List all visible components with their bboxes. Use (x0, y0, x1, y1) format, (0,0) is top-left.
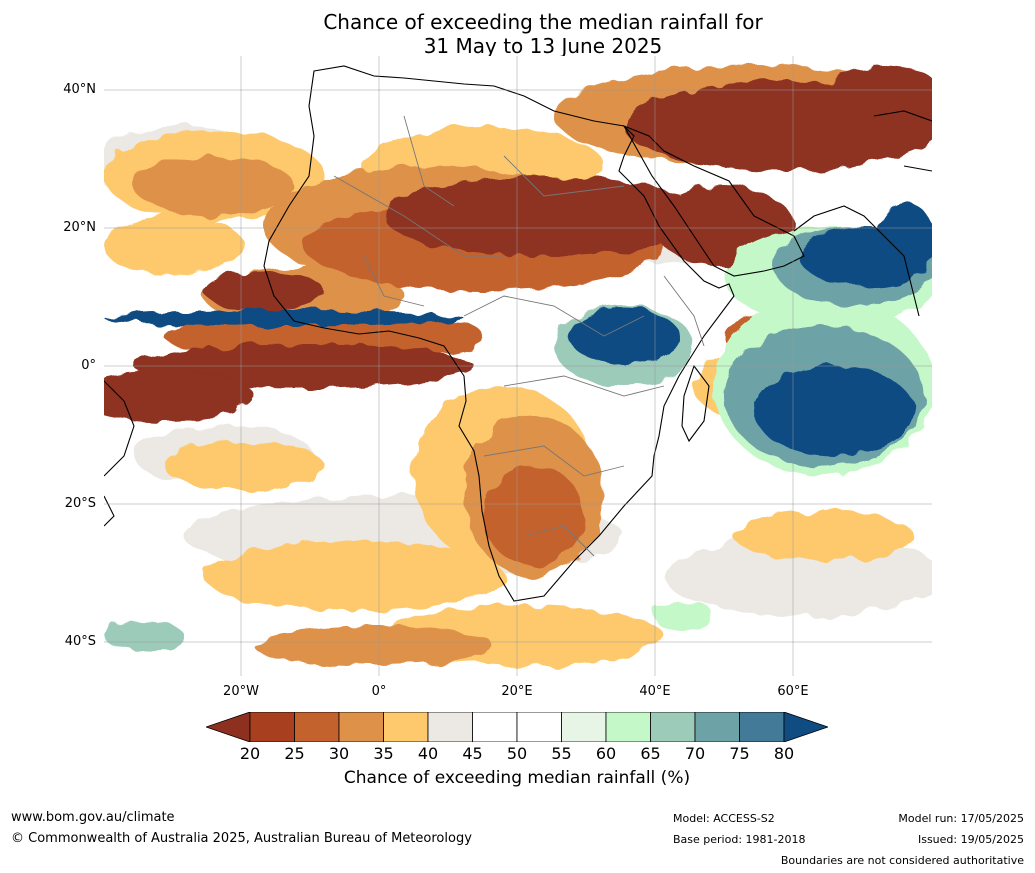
colorbar (204, 711, 830, 743)
colorbar-tick-label: 45 (462, 744, 483, 763)
colorbar-segment (338, 711, 384, 743)
colorbar-segment (249, 711, 295, 743)
rainfall-map (104, 56, 932, 676)
coastline (104, 65, 932, 602)
colorbar-tick-label: 60 (595, 744, 617, 763)
colorbar-tick-label: 20 (239, 744, 261, 763)
colorbar-tick-label: 35 (373, 744, 394, 763)
colorbar-tick-label: 40 (417, 744, 439, 763)
lon-label-0: 0° (371, 684, 387, 699)
title-line-2: 31 May to 13 June 2025 (423, 34, 663, 58)
colorbar-segment (561, 711, 607, 743)
footer-issued: Issued: 19/05/2025 (917, 833, 1024, 846)
colorbar-tick-label: 80 (773, 744, 795, 763)
colorbar-tick-label: 55 (551, 744, 572, 763)
lon-label-40e: 40°E (639, 684, 671, 699)
footer-boundaries: Boundaries are not considered authoritat… (780, 854, 1024, 867)
lat-label-40n: 40°N (63, 82, 96, 97)
colorbar-segment (516, 711, 562, 743)
footer-model-run: Model run: 17/05/2025 (898, 812, 1024, 825)
colorbar-extend-low (204, 711, 251, 743)
probability-field (104, 66, 932, 666)
footer-url: www.bom.gov.au/climate (11, 810, 175, 825)
colorbar-segment (383, 711, 429, 743)
colorbar-segment (650, 711, 696, 743)
colorbar-tick-label: 30 (328, 744, 350, 763)
colorbar-segment (472, 711, 518, 743)
map-title: Chance of exceeding the median rainfall … (0, 10, 1035, 58)
lat-label-40s: 40°S (64, 634, 96, 649)
colorbar-tick-label: 75 (729, 744, 750, 763)
colorbar-tick-label: 50 (506, 744, 528, 763)
colorbar-segment (427, 711, 473, 743)
lon-label-60e: 60°E (777, 684, 809, 699)
lat-label-20s: 20°S (64, 496, 96, 511)
lon-label-20w: 20°W (223, 684, 259, 699)
graticule (104, 56, 932, 676)
lat-label-equator: 0° (81, 358, 96, 373)
lon-label-20e: 20°E (501, 684, 533, 699)
colorbar-tick-label: 70 (684, 744, 706, 763)
title-line-1: Chance of exceeding the median rainfall … (323, 10, 763, 34)
colorbar-segment (739, 711, 785, 743)
colorbar-segment (694, 711, 740, 743)
colorbar-tick-label: 25 (284, 744, 305, 763)
colorbar-segment (294, 711, 340, 743)
country-borders (333, 115, 705, 557)
lat-label-20n: 20°N (63, 220, 96, 235)
colorbar-extend-high (783, 711, 830, 743)
colorbar-label: Chance of exceeding median rainfall (%) (343, 768, 691, 788)
footer-copyright: © Commonwealth of Australia 2025, Austra… (11, 831, 472, 846)
footer-base-period: Base period: 1981-2018 (673, 833, 806, 846)
footer-model: Model: ACCESS-S2 (673, 812, 775, 825)
colorbar-tick-label: 65 (640, 744, 661, 763)
colorbar-segment (605, 711, 651, 743)
